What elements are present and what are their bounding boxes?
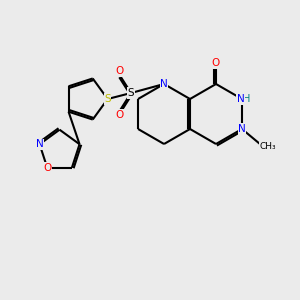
Text: N: N xyxy=(36,139,43,149)
Text: O: O xyxy=(115,66,123,76)
Text: N: N xyxy=(237,94,244,104)
Text: N: N xyxy=(238,124,246,134)
Text: CH₃: CH₃ xyxy=(259,142,276,152)
Text: S: S xyxy=(128,88,134,98)
Text: S: S xyxy=(104,94,111,104)
Text: O: O xyxy=(212,58,220,68)
Text: O: O xyxy=(43,163,51,173)
Text: O: O xyxy=(115,110,123,120)
Text: N: N xyxy=(160,79,168,89)
Text: H: H xyxy=(243,94,250,104)
